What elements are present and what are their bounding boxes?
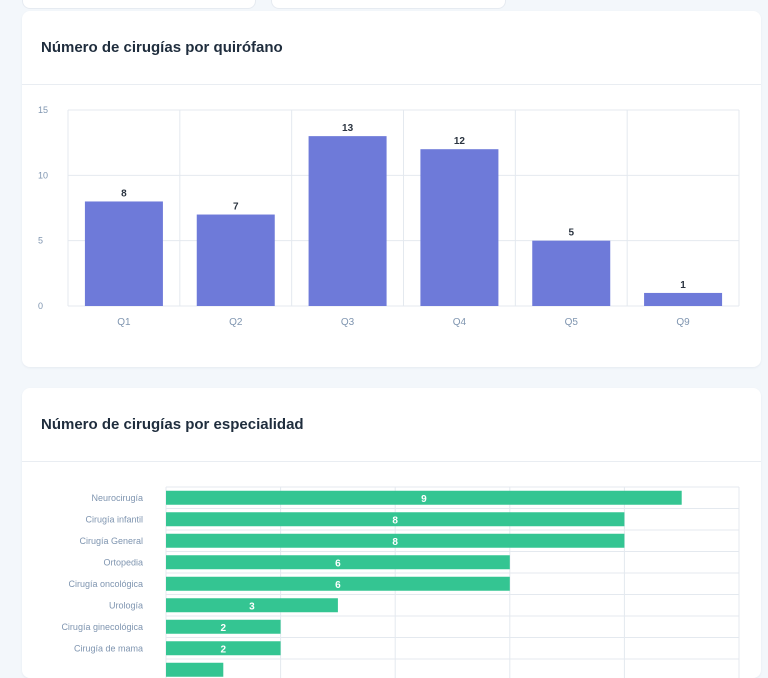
bar: [166, 576, 510, 591]
bar: [166, 641, 281, 656]
data-label: 1: [680, 280, 686, 291]
x-tick-label: Q3: [341, 317, 355, 328]
bar: [166, 533, 625, 548]
bar: [644, 292, 723, 306]
data-label: 3: [249, 601, 255, 612]
data-label: 9: [421, 494, 427, 505]
bar: [420, 149, 499, 306]
x-tick-label: Q4: [453, 317, 467, 328]
x-tick-label: Q5: [565, 317, 579, 328]
y-tick-label: Ortopedia: [103, 557, 143, 567]
data-label: 5: [568, 228, 574, 239]
bar: [166, 555, 510, 570]
bar: [166, 490, 682, 505]
data-label: 8: [392, 537, 398, 548]
data-label: 13: [342, 123, 354, 134]
bar: [166, 598, 338, 613]
bar: [532, 240, 611, 306]
y-tick-label: 10: [38, 170, 48, 180]
y-tick-label: Cirugía ginecológica: [61, 622, 143, 632]
bar-chart-quirofano: 0 5 10 15 8 Q1 7 Q2 13 Q3 12 Q4 5 Q5 1 Q9: [38, 105, 740, 328]
chart-card-especialidad: Número de cirugías por especialidad 9 Neu…: [22, 388, 761, 678]
y-tick-label: Cirugía General: [79, 536, 143, 546]
bar: [84, 201, 163, 306]
card-header: Número de cirugías por especialidad: [22, 388, 761, 462]
y-tick-label: Cirugía infantil: [85, 514, 143, 524]
x-tick-label: Q9: [676, 317, 690, 328]
y-tick-label: Cirugía oncológica: [68, 579, 143, 589]
bar: [308, 136, 387, 306]
bar: [196, 214, 275, 306]
data-label: 6: [335, 580, 341, 591]
top-card-stub-right: [271, 0, 506, 9]
chart-card-quirofano: Número de cirugías por quirófano 0 5 10 15 8…: [22, 11, 761, 367]
y-tick-label: 5: [38, 236, 43, 246]
y-tick-label: Urología: [109, 600, 143, 610]
data-label: 7: [233, 202, 239, 213]
data-label: 6: [335, 558, 341, 569]
data-label: 8: [392, 515, 398, 526]
chart-title: Número de cirugías por quirófano: [41, 39, 283, 56]
y-tick-label: 15: [38, 105, 48, 115]
top-card-stub-left: [22, 0, 256, 9]
bar-chart-especialidad: 9 Neurocirugía 8 Cirugía infantil 8 Cirugía G…: [61, 486, 740, 678]
bar: [166, 619, 281, 634]
card-header: Número de cirugías por quirófano: [22, 11, 761, 85]
data-label: 2: [221, 623, 227, 634]
bar: [166, 662, 224, 677]
chart-title: Número de cirugías por especialidad: [41, 416, 304, 433]
y-tick-label: Cirugía de mama: [74, 643, 143, 653]
x-tick-label: Q1: [117, 317, 131, 328]
bar: [166, 512, 625, 527]
data-label: 2: [221, 644, 227, 655]
data-label: 8: [121, 188, 127, 199]
x-tick-label: Q2: [229, 317, 243, 328]
data-label: 12: [454, 136, 466, 147]
y-tick-label: Neurocirugía: [91, 493, 143, 503]
y-tick-label: 0: [38, 301, 43, 311]
